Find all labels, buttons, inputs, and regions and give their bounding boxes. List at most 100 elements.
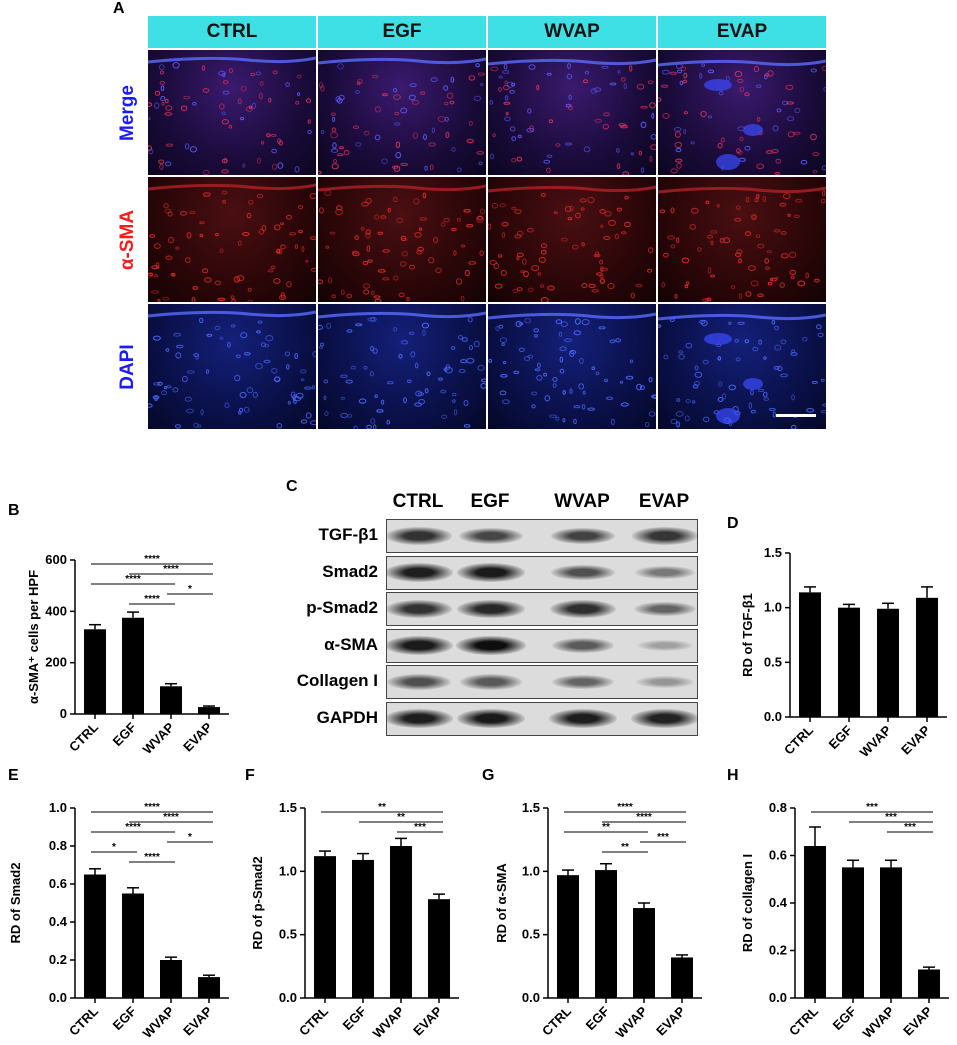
significance-label: *** (904, 822, 916, 833)
y-tick-label: 0.5 (764, 654, 782, 669)
bar-ctrl (804, 846, 826, 998)
blot-band (387, 674, 451, 690)
y-tick-label: 0.2 (49, 952, 67, 967)
x-tick-label: EVAP (410, 1003, 445, 1038)
blot-band (551, 564, 615, 581)
blot-row-label: TGF-β1 (318, 525, 378, 544)
x-tick-label: EGF (110, 1003, 140, 1033)
micrograph-texture (318, 184, 486, 302)
blot-band (387, 600, 453, 618)
bar-egf (122, 893, 144, 998)
significance-label: **** (617, 802, 633, 813)
bar-egf (595, 870, 617, 998)
blot-band (631, 709, 697, 728)
panel-c-letter: C (286, 478, 298, 495)
bar-wvap (390, 846, 412, 998)
blot-band (456, 635, 526, 656)
x-tick-label: WVAP (613, 1003, 651, 1041)
blot-band (636, 640, 694, 651)
panel-letter: E (8, 767, 19, 784)
significance-label: *** (885, 812, 897, 823)
x-tick-label: WVAP (140, 719, 178, 757)
blot-row-label: Smad2 (322, 561, 378, 581)
blot-band (636, 676, 694, 688)
lane-label-wvap: WVAP (554, 491, 610, 512)
x-tick-label: EVAP (900, 1003, 935, 1038)
blot-strip (386, 555, 698, 590)
y-tick-label: 0.4 (769, 895, 788, 910)
significance-label: **** (144, 852, 160, 863)
y-axis-label: RD of p-Smad2 (250, 856, 265, 949)
panel-letter: D (727, 515, 739, 532)
lane-label-evap: EVAP (638, 491, 690, 512)
panel-letter: F (245, 767, 255, 784)
blot-band (457, 599, 525, 619)
micrograph-red-wvap (488, 177, 656, 302)
lane-label-ctrl: CTRL (392, 491, 444, 512)
blot-band (459, 674, 523, 690)
micrograph-merge-egf (318, 50, 486, 175)
blot-band (387, 563, 454, 582)
bar-egf (122, 617, 144, 714)
blot-band (458, 527, 524, 545)
bar-ctrl (84, 629, 106, 714)
y-tick-label: 200 (45, 655, 67, 670)
micrograph-texture (488, 185, 656, 302)
y-axis-label: RD of TGF-β1 (740, 593, 755, 677)
y-axis-label: RD of α-SMA (494, 863, 509, 943)
y-tick-label: 1.5 (279, 800, 297, 815)
blot-band (552, 674, 614, 690)
column-header-ctrl: CTRL (148, 16, 316, 48)
x-tick-label: EGF (110, 719, 140, 749)
bar-wvap (633, 908, 655, 998)
bar-egf (352, 859, 374, 998)
x-tick-label: CTRL (786, 1003, 821, 1038)
significance-label: **** (163, 812, 179, 823)
micrograph-texture (658, 59, 826, 175)
blot-strip (386, 592, 698, 626)
y-axis-label: RD of Smad2 (8, 863, 23, 944)
micrograph-texture (148, 56, 316, 175)
micrograph-texture (658, 186, 826, 302)
x-tick-label: WVAP (370, 1003, 408, 1041)
column-header-evap: EVAP (658, 16, 826, 48)
blot-band (456, 562, 526, 582)
bar-egf (838, 607, 860, 717)
micrograph-blue-ctrl (148, 304, 316, 429)
y-tick-label: 0.5 (279, 927, 297, 942)
micrograph-red-evap (658, 177, 826, 302)
x-tick-label: EGF (340, 1003, 370, 1033)
micrograph-blue-egf (318, 304, 486, 429)
micrograph-texture (148, 183, 316, 302)
blot-band (548, 709, 618, 728)
blot-band (634, 565, 696, 580)
bar-ctrl (314, 856, 336, 998)
blot-strip (386, 519, 698, 553)
blot-band (456, 708, 526, 728)
x-tick-label: WVAP (860, 1003, 898, 1041)
y-tick-label: 0.6 (49, 876, 67, 891)
bar-ctrl (84, 874, 106, 998)
micrograph-texture (318, 57, 486, 175)
blot-band (549, 600, 617, 618)
micrograph-texture (658, 313, 826, 429)
column-header-wvap: WVAP (488, 16, 656, 48)
blot-band (631, 527, 697, 545)
x-tick-label: EGF (826, 722, 856, 752)
blot-strip (386, 665, 698, 699)
x-tick-label: EVAP (898, 722, 933, 757)
micrograph-merge-ctrl (148, 50, 316, 175)
micrograph-red-egf (318, 177, 486, 302)
blot-row-label: GAPDH (316, 707, 378, 727)
significance-label: * (188, 584, 192, 595)
y-tick-label: 600 (45, 552, 67, 567)
blot-row-label: α-SMA (324, 634, 378, 654)
x-tick-label: CTRL (539, 1003, 574, 1038)
y-tick-label: 0.4 (49, 914, 68, 929)
blot-band (551, 637, 615, 654)
bar-egf (842, 867, 864, 998)
blot-strip (386, 628, 698, 663)
y-tick-label: 1.0 (764, 600, 782, 615)
y-tick-label: 1.0 (49, 800, 67, 815)
